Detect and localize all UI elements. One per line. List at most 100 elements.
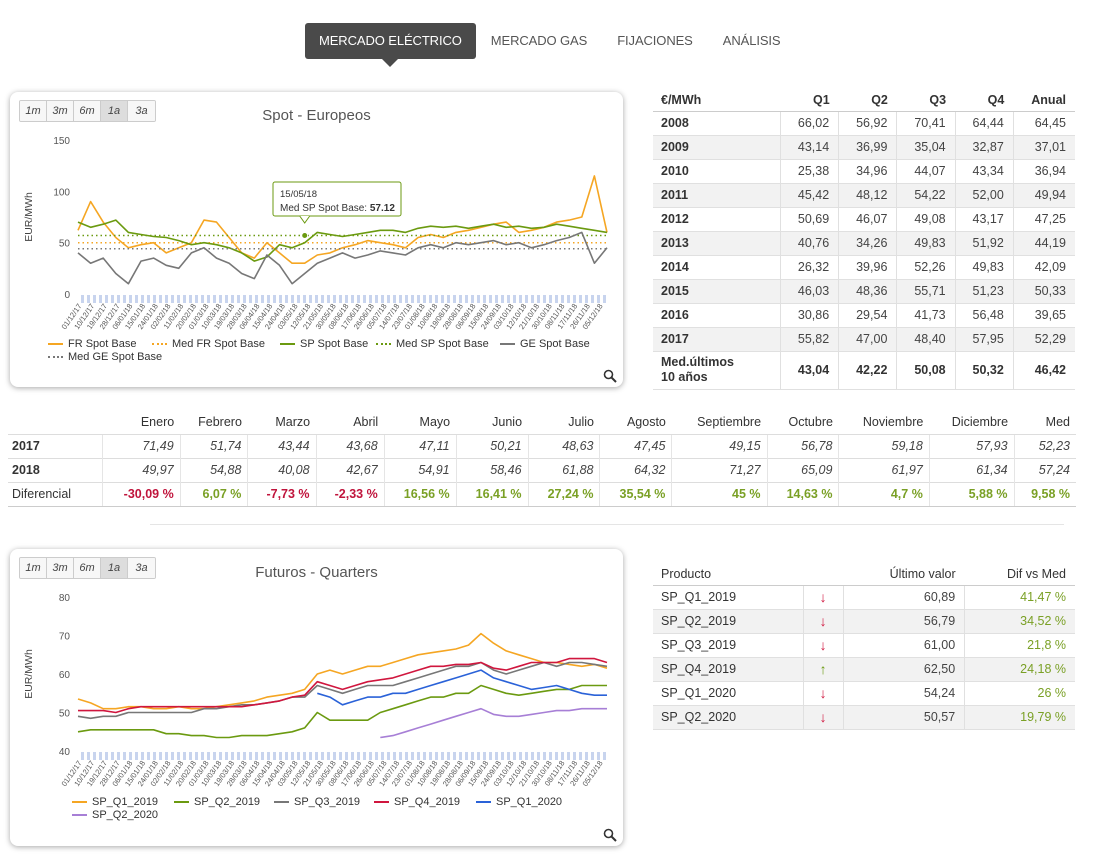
- range-1m-button[interactable]: 1m: [20, 101, 47, 121]
- table-row[interactable]: SP_Q2_2020 ↓ 50,57 19,79 %: [653, 705, 1075, 730]
- table-cell: 49,94: [1012, 183, 1075, 208]
- last-value: 60,89: [842, 585, 965, 610]
- table-row: 2016 30,86 29,54 41,73 56,48 39,65: [653, 303, 1075, 328]
- navigator-stripe: [573, 752, 576, 760]
- series-line[interactable]: [380, 707, 607, 739]
- table-row[interactable]: SP_Q1_2019 ↓ 60,89 41,47 %: [653, 585, 1075, 610]
- table-cell: 51,92: [954, 231, 1014, 256]
- column-header: [803, 563, 844, 586]
- legend-item[interactable]: SP_Q1_2020: [476, 796, 562, 808]
- legend-item[interactable]: Med SP Spot Base: [376, 338, 489, 350]
- tab-mercado-electrico[interactable]: MERCADO ELÉCTRICO: [305, 23, 476, 67]
- series-line[interactable]: [77, 661, 608, 720]
- spot-chart-plot[interactable]: 150100500EUR/MWh01/12/1710/12/1719/12/17…: [10, 122, 623, 362]
- navigator-stripe: [423, 295, 426, 303]
- navigator-stripe: [447, 752, 450, 760]
- y-tick-label: 50: [59, 709, 71, 720]
- search-icon[interactable]: [603, 369, 617, 383]
- legend-item[interactable]: Med GE Spot Base: [48, 351, 162, 363]
- table-row[interactable]: SP_Q2_2019 ↓ 56,79 34,52 %: [653, 609, 1075, 634]
- legend-item[interactable]: SP_Q4_2019: [374, 796, 460, 808]
- navigator-stripe: [567, 295, 570, 303]
- navigator-stripe: [321, 752, 324, 760]
- navigator-stripe: [237, 752, 240, 760]
- navigator-stripe: [363, 295, 366, 303]
- series-line[interactable]: [77, 175, 608, 264]
- tab-analisis[interactable]: ANÁLISIS: [722, 33, 781, 48]
- last-value: 62,50: [842, 657, 965, 682]
- navigator-stripe: [159, 752, 162, 760]
- navigator-stripe: [369, 752, 372, 760]
- navigator-stripe: [495, 295, 498, 303]
- navigator-stripe: [213, 295, 216, 303]
- range-1a-button[interactable]: 1a: [101, 101, 128, 121]
- arrow-up-icon: ↑: [802, 657, 844, 682]
- range-3m-button[interactable]: 3m: [47, 101, 74, 121]
- column-header: [8, 410, 103, 434]
- series-line[interactable]: [77, 684, 607, 739]
- tab-fijaciones[interactable]: FIJACIONES: [617, 33, 693, 48]
- range-3a-button[interactable]: 3a: [128, 558, 155, 578]
- legend-item[interactable]: SP_Q2_2020: [72, 809, 158, 821]
- navigator-stripe: [297, 752, 300, 760]
- search-icon[interactable]: [603, 828, 617, 842]
- table-cell: 61,97: [838, 457, 930, 482]
- navigator-stripe: [585, 752, 588, 760]
- table-row[interactable]: SP_Q3_2019 ↓ 61,00 21,8 %: [653, 633, 1075, 658]
- table-cell: 61,34: [928, 457, 1015, 482]
- navigator-stripe: [249, 295, 252, 303]
- range-3a-button[interactable]: 3a: [128, 101, 155, 121]
- row-year: 2013: [653, 231, 781, 256]
- navigator-stripe: [171, 752, 174, 760]
- legend-item[interactable]: Med FR Spot Base: [152, 338, 265, 350]
- row-label: Diferencial: [8, 481, 103, 507]
- futures-chart-plot[interactable]: 8070605040EUR/MWh01/12/1710/12/1719/12/1…: [10, 579, 623, 824]
- table-cell: 61,88: [527, 457, 600, 482]
- navigator-stripe: [219, 752, 222, 760]
- range-1a-button[interactable]: 1a: [101, 558, 128, 578]
- series-line[interactable]: [77, 231, 608, 285]
- series-line[interactable]: [77, 632, 608, 710]
- table-cell: 64,32: [599, 457, 672, 482]
- navigator-stripe: [543, 295, 546, 303]
- range-6m-button[interactable]: 6m: [74, 558, 101, 578]
- tab-mercado-gas[interactable]: MERCADO GAS: [490, 33, 588, 48]
- series-line[interactable]: [78, 657, 608, 714]
- legend-swatch: [374, 801, 389, 803]
- navigator-stripe: [225, 295, 228, 303]
- row-year: 2015: [653, 279, 781, 304]
- diff-cell: 6,07 %: [179, 481, 248, 507]
- navigator-stripe: [579, 295, 582, 303]
- navigator-stripe: [453, 295, 456, 303]
- navigator-stripe: [303, 295, 306, 303]
- table-row: 2009 43,14 36,99 35,04 32,87 37,01: [653, 135, 1075, 160]
- legend-item[interactable]: FR Spot Base: [48, 338, 136, 350]
- range-1m-button[interactable]: 1m: [20, 558, 47, 578]
- legend-item[interactable]: SP_Q1_2019: [72, 796, 158, 808]
- navigator-stripe: [129, 752, 132, 760]
- navigator-stripe: [513, 295, 516, 303]
- legend-item[interactable]: SP_Q2_2019: [174, 796, 260, 808]
- series-line[interactable]: [77, 219, 608, 262]
- navigator-stripe: [255, 752, 258, 760]
- range-6m-button[interactable]: 6m: [74, 101, 101, 121]
- series-line[interactable]: [317, 669, 607, 706]
- table-row[interactable]: SP_Q1_2020 ↓ 54,24 26 %: [653, 681, 1075, 706]
- legend-item[interactable]: SP Spot Base: [280, 338, 368, 350]
- table-cell: 56,48: [954, 303, 1014, 328]
- navigator-stripe: [483, 752, 486, 760]
- legend-item[interactable]: GE Spot Base: [500, 338, 590, 350]
- avg-label-line: 10 años: [661, 370, 708, 384]
- navigator-stripe: [597, 295, 600, 303]
- navigator-stripe: [177, 295, 180, 303]
- monthly-comparison-table: Enero Febrero Marzo Abril Mayo Junio Julio Agos…: [8, 410, 1076, 507]
- highlighted-point[interactable]: [301, 231, 309, 239]
- navigator-stripe: [231, 295, 234, 303]
- navigator-stripe: [489, 295, 492, 303]
- navigator-stripe: [489, 752, 492, 760]
- navigator-stripe: [153, 295, 156, 303]
- navigator-stripe: [165, 752, 168, 760]
- legend-item[interactable]: SP_Q3_2019: [274, 796, 360, 808]
- table-row[interactable]: SP_Q4_2019 ↑ 62,50 24,18 %: [653, 657, 1075, 682]
- range-3m-button[interactable]: 3m: [47, 558, 74, 578]
